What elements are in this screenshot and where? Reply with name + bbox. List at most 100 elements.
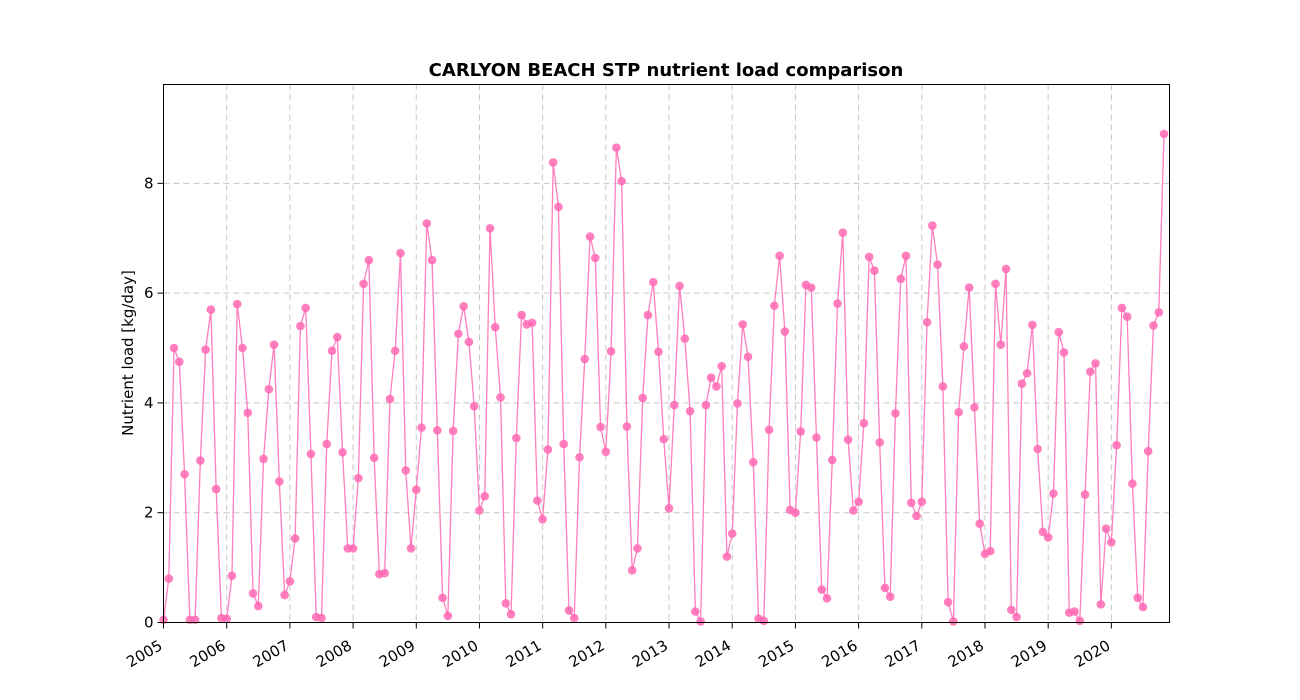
data-point — [538, 514, 547, 524]
data-point — [527, 318, 537, 328]
plot-frame — [163, 84, 1170, 623]
x-tick-label: 2013 — [629, 636, 671, 671]
data-point — [612, 143, 621, 152]
y-tick-label: 4 — [144, 394, 154, 412]
data-point — [580, 354, 590, 364]
data-point — [1038, 527, 1048, 537]
data-point — [411, 485, 421, 494]
data-point — [280, 590, 289, 600]
data-point — [922, 317, 932, 327]
data-point — [1154, 308, 1164, 317]
data-point — [401, 466, 411, 475]
data-point — [627, 566, 637, 575]
data-point — [1059, 348, 1069, 357]
data-point — [949, 617, 958, 626]
data-point — [169, 343, 179, 353]
data-point — [564, 606, 574, 615]
data-point — [164, 574, 174, 583]
data-point — [770, 301, 779, 311]
data-point — [591, 253, 600, 263]
data-point — [633, 544, 642, 553]
data-point — [659, 434, 669, 444]
data-point — [296, 321, 305, 331]
data-point — [1049, 489, 1058, 498]
data-point — [559, 439, 569, 449]
data-point — [943, 597, 953, 607]
data-point — [480, 491, 490, 501]
data-point — [417, 423, 426, 432]
data-point — [1133, 593, 1142, 603]
data-point — [259, 454, 268, 464]
data-point — [211, 484, 221, 494]
data-point — [1112, 440, 1121, 450]
data-point — [190, 615, 200, 625]
data-point — [843, 435, 853, 444]
data-point — [1033, 444, 1042, 454]
data-point — [1012, 612, 1021, 622]
x-tick-label: 2015 — [755, 636, 797, 671]
data-point — [959, 342, 969, 351]
data-point — [1022, 368, 1032, 378]
data-point — [322, 439, 332, 449]
data-point — [1028, 320, 1037, 330]
data-point — [459, 301, 468, 311]
data-point — [585, 232, 595, 241]
data-point — [485, 224, 495, 233]
series-line — [162, 133, 1165, 624]
data-point — [638, 393, 647, 403]
x-tick-label: 2006 — [187, 636, 229, 671]
data-point — [569, 613, 579, 623]
data-point — [1143, 446, 1153, 456]
y-tick-label: 2 — [144, 504, 154, 522]
data-point — [727, 529, 737, 538]
data-point — [1007, 605, 1016, 615]
data-point — [517, 310, 526, 320]
grid-lines — [163, 84, 1170, 623]
data-point — [838, 228, 848, 238]
data-point — [1086, 367, 1095, 376]
data-point — [327, 346, 337, 356]
y-tick-label: 0 — [144, 614, 154, 632]
data-point — [332, 332, 342, 342]
data-point — [706, 373, 716, 382]
data-point — [1128, 479, 1137, 488]
data-point — [464, 337, 474, 347]
data-point — [601, 447, 611, 457]
data-point — [685, 406, 695, 416]
data-point — [885, 592, 895, 601]
data-point — [1138, 602, 1148, 612]
data-point — [748, 457, 758, 467]
data-point — [275, 477, 284, 486]
data-point — [422, 219, 432, 228]
data-point — [796, 427, 805, 436]
data-point — [938, 382, 948, 391]
data-point — [490, 322, 500, 332]
data-point — [622, 422, 632, 431]
data-point — [954, 407, 963, 417]
data-point — [833, 299, 842, 308]
data-point — [891, 409, 900, 418]
data-point — [433, 426, 442, 435]
data-point — [390, 346, 400, 356]
data-point — [301, 303, 310, 313]
data-point — [717, 361, 726, 371]
data-point — [596, 422, 605, 432]
data-point — [1054, 327, 1064, 337]
data-point — [691, 607, 700, 616]
data-point — [1149, 321, 1158, 330]
data-point — [385, 394, 395, 404]
data-point — [901, 251, 911, 261]
data-point — [317, 613, 326, 623]
x-tick-label: 2007 — [250, 636, 292, 671]
data-point — [806, 283, 816, 292]
data-point — [469, 401, 479, 411]
data-point — [201, 345, 210, 354]
x-axis-ticks: 2005 2006 2007 2008 2009 2010 2011 2012 2013 2014… — [123, 622, 1113, 671]
x-tick-label: 2020 — [1071, 636, 1113, 671]
data-point — [917, 497, 927, 507]
data-point — [238, 343, 247, 353]
data-point — [496, 393, 505, 402]
data-point — [554, 202, 563, 212]
data-point — [643, 310, 653, 320]
